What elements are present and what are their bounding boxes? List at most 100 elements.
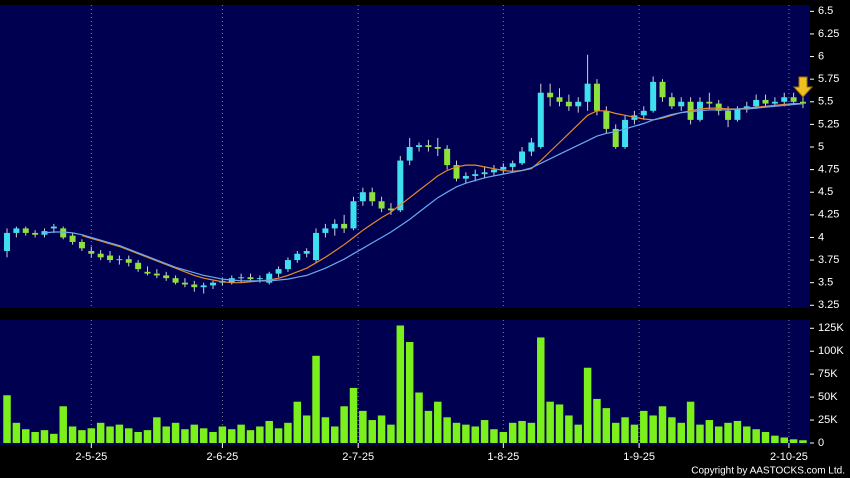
candle-body [762, 99, 769, 104]
volume-bar [359, 410, 367, 443]
volume-bar [743, 426, 751, 443]
volume-bar [228, 429, 236, 443]
copyright: Copyright by AASTOCKS.com Ltd. [691, 466, 845, 477]
volume-bar [153, 417, 161, 443]
y-tick-label: 125K [818, 322, 844, 334]
volume-bar [125, 428, 133, 443]
y-tick-label: 0 [818, 437, 824, 449]
candle-body [444, 148, 451, 166]
candle-body [650, 81, 657, 111]
candle-body [294, 253, 301, 261]
candle-body [41, 231, 48, 235]
volume-bar [12, 422, 21, 443]
candle-body [116, 259, 123, 261]
volume-bar [396, 325, 405, 443]
volume-bar [87, 428, 96, 443]
volume-bar [780, 437, 788, 443]
candle-body [706, 101, 713, 104]
volume-bar [574, 424, 582, 443]
candle-body [172, 278, 179, 283]
y-tick-label: 6.25 [818, 28, 839, 40]
candle-body [584, 83, 591, 102]
volume-bar [480, 420, 489, 443]
candle-body [163, 275, 170, 279]
volume-bar [799, 440, 807, 443]
y-tick-label: 4.25 [818, 209, 839, 221]
volume-bar [789, 439, 798, 443]
candle-body [97, 253, 104, 258]
candle-body [359, 192, 366, 202]
volume-bar [518, 420, 526, 443]
candle-body [13, 228, 20, 233]
volume-bar [593, 398, 601, 443]
volume-bar [274, 428, 283, 443]
y-tick-label: 5 [818, 141, 824, 153]
volume-bar [22, 429, 30, 443]
price-panel [0, 5, 810, 308]
y-tick-label: 3.5 [818, 277, 833, 289]
candle-body [135, 262, 142, 270]
candle-body [238, 277, 245, 279]
candle-body [556, 97, 563, 102]
volume-bar [209, 431, 217, 443]
candle-body [509, 163, 516, 167]
volume-bar [546, 401, 554, 443]
volume-bar [78, 430, 86, 443]
volume-bar [415, 392, 423, 443]
candle-body [266, 273, 273, 283]
latest-arrow [792, 76, 814, 98]
candle-body [537, 92, 544, 148]
volume-bar [724, 422, 732, 443]
candle-body [78, 241, 85, 249]
candle-body [500, 166, 507, 170]
y-tick-label: 4.5 [818, 186, 833, 198]
volume-bar [349, 387, 358, 443]
volume-bar [302, 415, 311, 443]
candle-body [284, 260, 291, 270]
candle-body [799, 101, 806, 104]
y-tick-label: 5.75 [818, 73, 839, 85]
y-tick-label: 4 [818, 231, 824, 243]
candle-body [191, 284, 198, 288]
y-tick-label: 4.75 [818, 164, 839, 176]
volume-bar [237, 424, 245, 443]
volume-bar [696, 424, 704, 443]
candle-body [565, 101, 572, 107]
volume-bar [31, 431, 39, 443]
volume-bar [405, 342, 414, 443]
candle-body [734, 109, 741, 120]
candle-body [247, 277, 254, 280]
volume-bar [368, 420, 376, 443]
candle-body [153, 273, 160, 276]
candle-body [107, 255, 114, 261]
candle-body [387, 208, 394, 211]
volume-bar [181, 429, 189, 443]
volume-bar [377, 415, 386, 443]
candle-body [322, 228, 329, 233]
candle-body [678, 101, 685, 107]
candle-body [378, 201, 385, 209]
candle-body [181, 282, 188, 285]
volume-bar [265, 420, 273, 443]
volume-bar [331, 426, 339, 443]
candle-body [313, 232, 320, 261]
candle-body [32, 232, 39, 235]
x-tick-label: 1-8-25 [487, 451, 519, 463]
candle-body [69, 235, 76, 242]
volume-bar [387, 424, 395, 443]
moving-average-line [44, 103, 804, 282]
candle-body [612, 128, 619, 148]
x-tick-label: 2-6-25 [207, 451, 239, 463]
candle-body [350, 201, 357, 229]
candle-body [210, 282, 217, 286]
candle-body [462, 175, 469, 179]
volume-bar [256, 426, 264, 443]
candle-body [603, 110, 610, 129]
candle-body [88, 251, 95, 254]
y-tick-label: 75K [818, 368, 838, 380]
candle-body [528, 142, 535, 152]
volume-bar [705, 420, 714, 443]
volume-bar [68, 426, 77, 443]
